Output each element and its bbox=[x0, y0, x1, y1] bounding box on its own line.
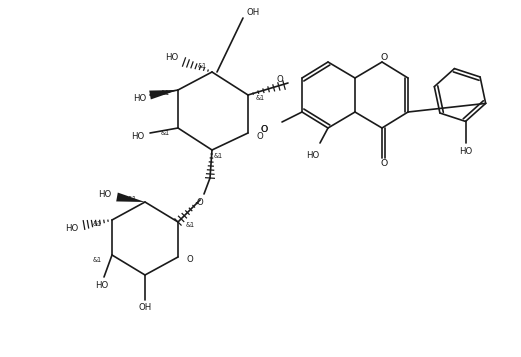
Text: &1: &1 bbox=[93, 257, 102, 263]
Text: HO: HO bbox=[133, 94, 146, 102]
Text: HO: HO bbox=[95, 281, 108, 290]
Text: &1: &1 bbox=[214, 153, 223, 159]
Text: HO: HO bbox=[65, 223, 79, 232]
Text: &1: &1 bbox=[161, 130, 170, 136]
Text: O: O bbox=[260, 125, 268, 134]
Text: OH: OH bbox=[246, 7, 259, 16]
Text: OH: OH bbox=[139, 303, 152, 312]
Text: O: O bbox=[256, 131, 263, 141]
Text: O: O bbox=[380, 159, 388, 167]
Text: O: O bbox=[196, 197, 203, 206]
Text: &1: &1 bbox=[161, 90, 170, 96]
Text: &1: &1 bbox=[198, 63, 207, 69]
Text: HO: HO bbox=[459, 147, 472, 156]
Text: HO: HO bbox=[131, 131, 145, 141]
Text: O: O bbox=[186, 256, 193, 265]
Text: O: O bbox=[277, 75, 283, 84]
Text: HO: HO bbox=[98, 190, 111, 198]
Text: O: O bbox=[380, 52, 388, 61]
Polygon shape bbox=[149, 90, 178, 100]
Text: &1: &1 bbox=[186, 222, 195, 228]
Text: &1: &1 bbox=[93, 221, 102, 227]
Text: HO: HO bbox=[165, 52, 179, 61]
Polygon shape bbox=[116, 192, 145, 202]
Text: &1: &1 bbox=[128, 196, 137, 202]
Text: &1: &1 bbox=[256, 95, 265, 101]
Text: HO: HO bbox=[306, 151, 319, 160]
Text: O: O bbox=[260, 125, 268, 134]
